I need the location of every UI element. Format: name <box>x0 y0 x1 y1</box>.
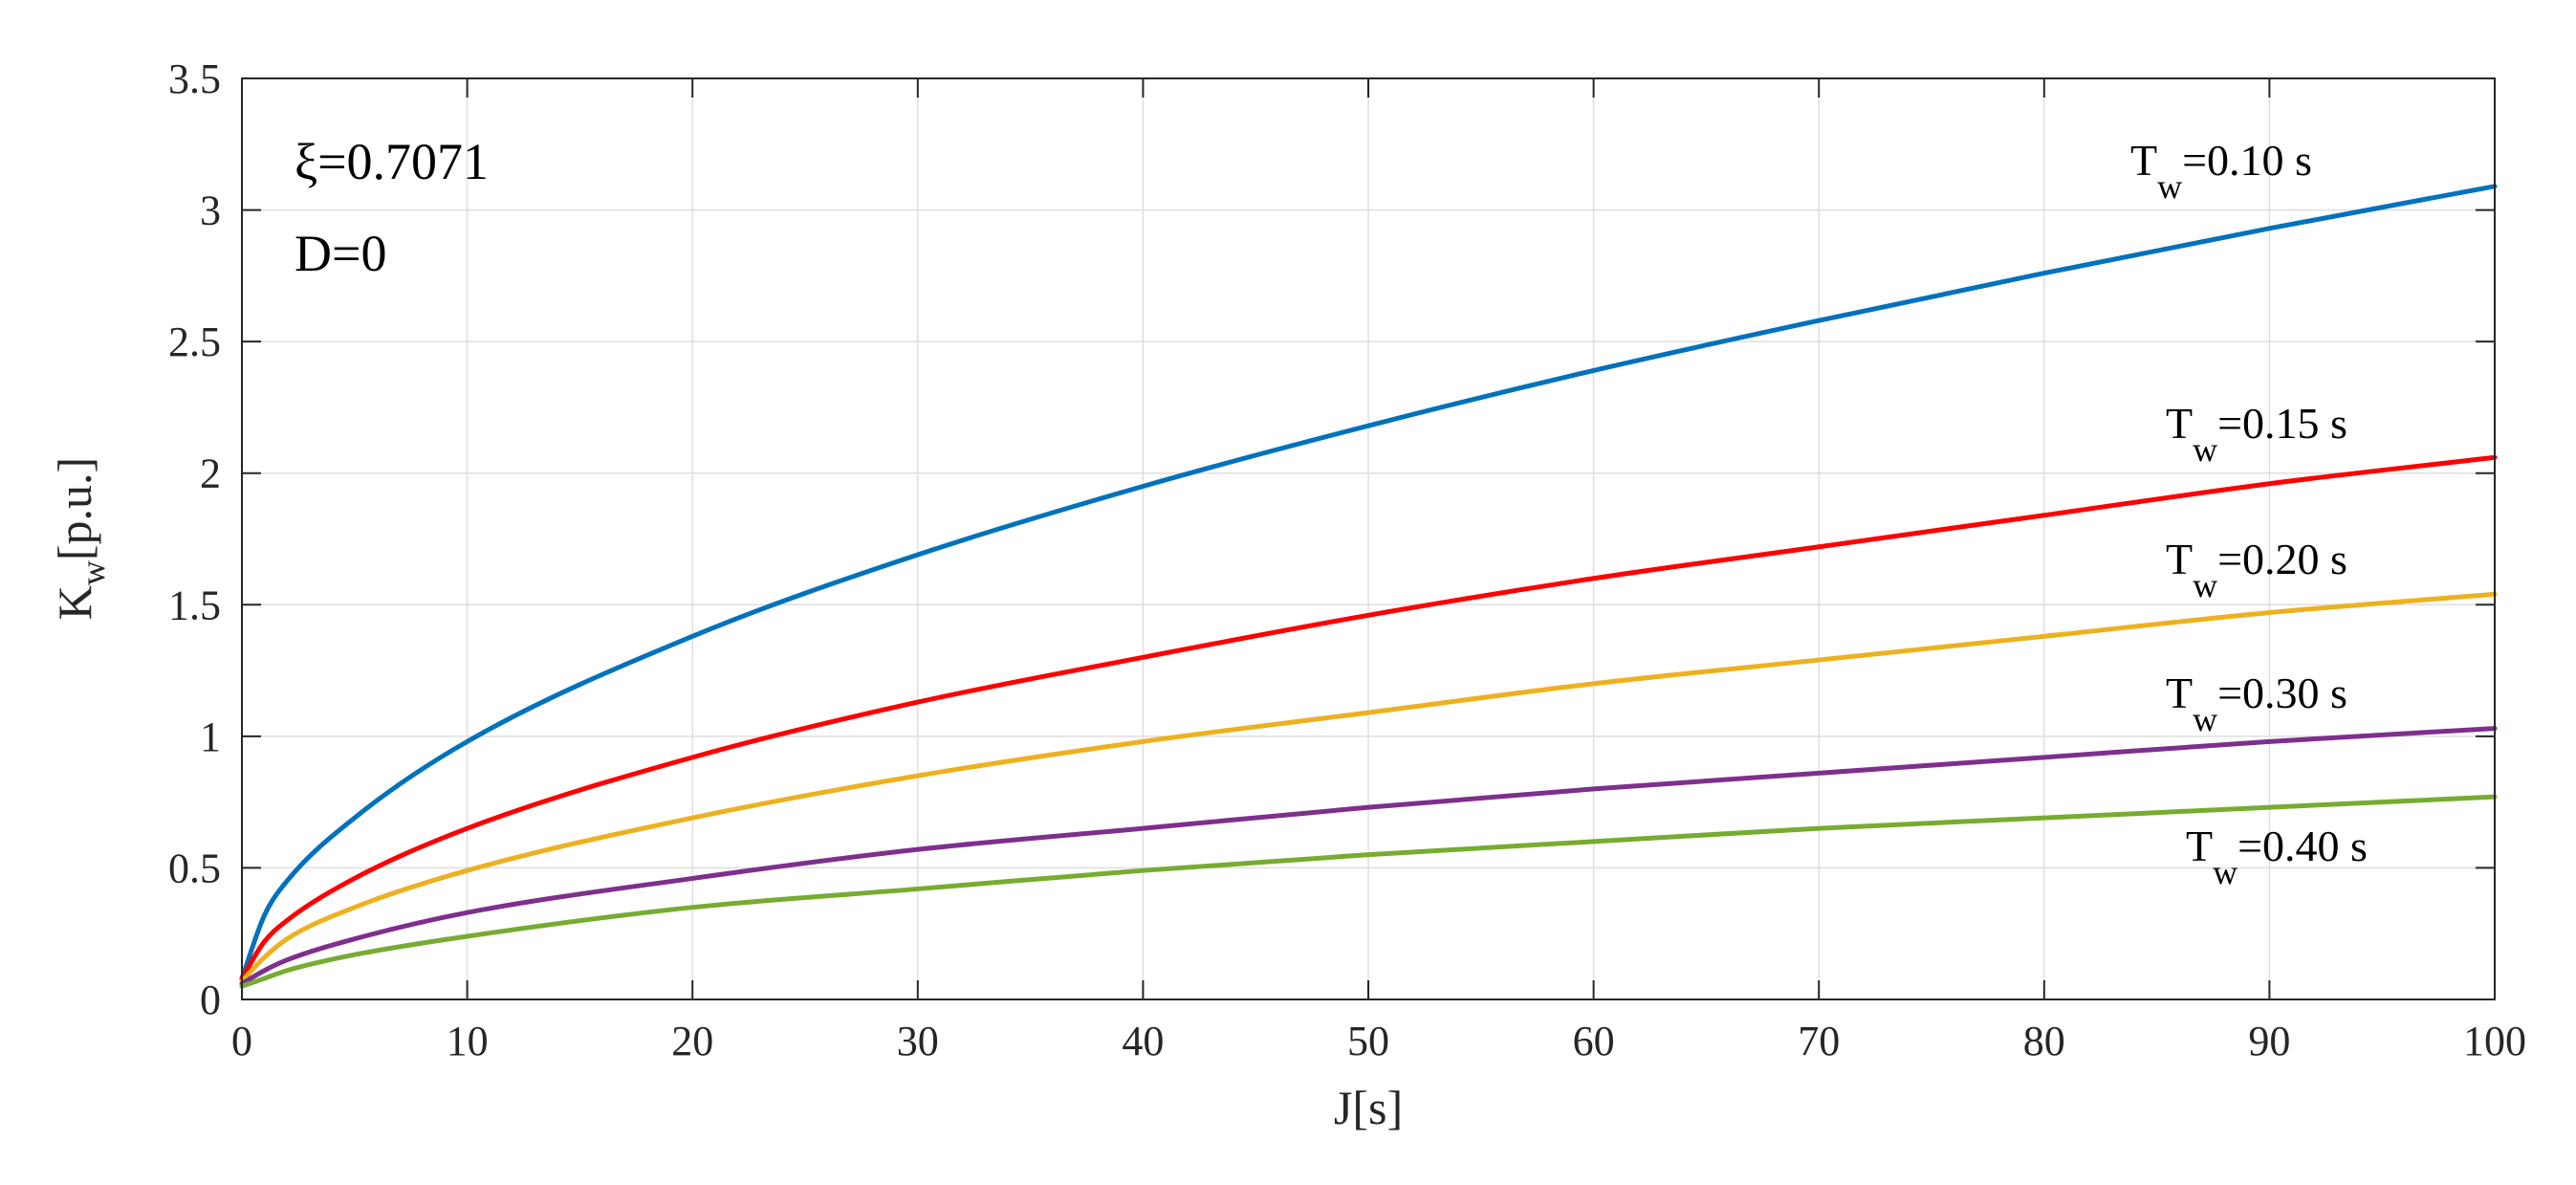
x-tick-labels: 0 10 20 30 40 50 60 70 80 90 100 <box>231 1018 2526 1064</box>
series-labels: Tw=0.10 s Tw=0.15 s Tw=0.20 s Tw=0.30 s Tw=0… <box>2130 136 2368 891</box>
series-line <box>239 794 2498 989</box>
series-line <box>239 726 2498 986</box>
y-tick-labels: 0 0.5 1 1.5 2 2.5 3 3.5 <box>168 55 221 1023</box>
y-tick-label: 3.5 <box>168 55 221 102</box>
y-tick-label: 1.5 <box>168 582 221 628</box>
x-axis-label: J[s] <box>1334 1081 1403 1134</box>
axis-ticks <box>241 77 2496 1000</box>
series-line <box>239 184 2498 981</box>
x-tick-label: 10 <box>447 1018 489 1064</box>
damping-ratio-annotation: ξ=0.7071 <box>295 133 489 190</box>
x-tick-label: 60 <box>1573 1018 1615 1064</box>
series-line <box>239 454 2498 981</box>
y-tick-label: 3 <box>200 187 221 234</box>
x-tick-label: 0 <box>231 1018 252 1064</box>
y-tick-label: 0 <box>200 977 221 1023</box>
series-label: Tw=0.30 s <box>2166 669 2347 738</box>
series-label: Tw=0.40 s <box>2186 822 2368 891</box>
x-tick-label: 70 <box>1798 1018 1840 1064</box>
series-lines <box>239 184 2498 989</box>
y-tick-label: 2.5 <box>168 318 221 365</box>
x-tick-label: 80 <box>2023 1018 2065 1064</box>
x-tick-label: 50 <box>1347 1018 1389 1064</box>
series-label: Tw=0.20 s <box>2166 535 2347 604</box>
x-tick-label: 90 <box>2248 1018 2290 1064</box>
y-tick-label: 2 <box>200 450 221 497</box>
x-tick-label: 40 <box>1122 1018 1164 1064</box>
grid <box>241 77 2496 1000</box>
series-label: Tw=0.15 s <box>2166 399 2347 469</box>
x-tick-label: 20 <box>671 1018 713 1064</box>
series-line <box>239 591 2498 984</box>
x-tick-label: 100 <box>2463 1018 2526 1064</box>
y-tick-label: 1 <box>200 713 221 760</box>
y-axis-label: Kw[p.u.] <box>48 457 112 620</box>
y-tick-label: 0.5 <box>168 845 221 891</box>
x-tick-label: 30 <box>897 1018 939 1064</box>
series-label: Tw=0.10 s <box>2130 136 2312 206</box>
damping-coefficient-annotation: D=0 <box>295 225 386 282</box>
